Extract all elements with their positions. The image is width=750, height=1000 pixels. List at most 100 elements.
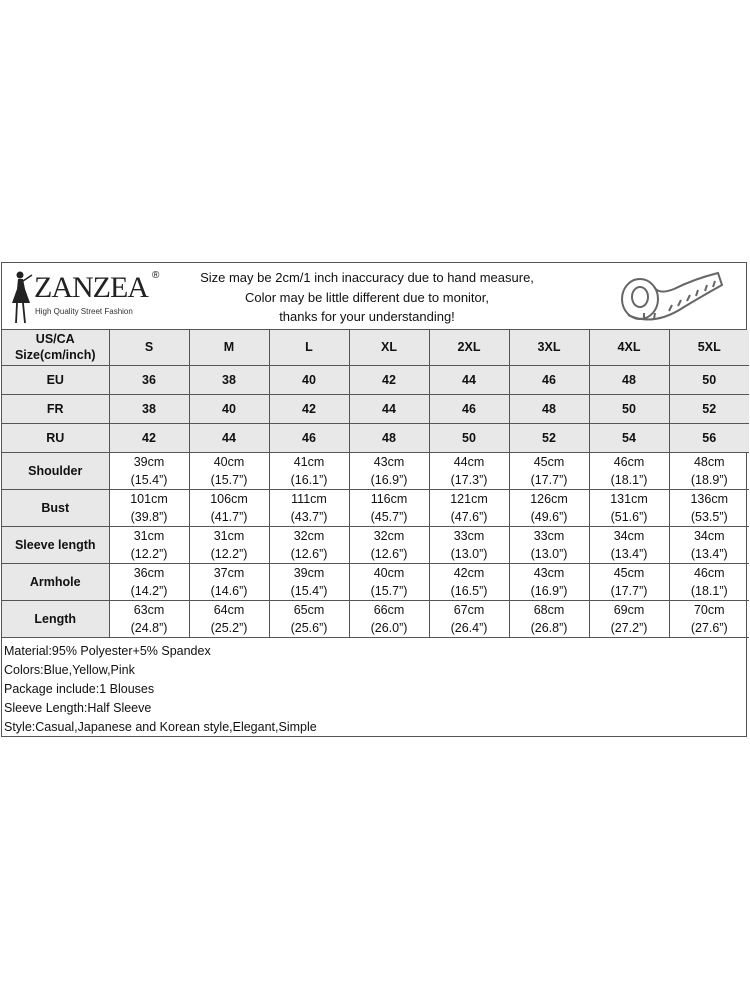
- cm-value: 31cm: [213, 528, 245, 543]
- measurement-cell: 66cm (26.0”): [348, 599, 430, 638]
- conversion-cell: 38: [108, 393, 190, 424]
- measurement-cell: 31cm (12.2”): [108, 525, 190, 564]
- cm-value: 41cm: [293, 454, 325, 469]
- row-label: FR: [2, 393, 110, 424]
- cm-value: 64cm: [213, 602, 245, 617]
- size-header: 5XL: [668, 330, 749, 366]
- cm-value: 33cm: [453, 528, 485, 543]
- cm-value: 32cm: [373, 528, 405, 543]
- cm-value: 111cm: [291, 491, 327, 506]
- inch-value: (16.5”): [450, 583, 488, 598]
- conversion-cell: 44: [188, 422, 270, 453]
- measurement-row: Bust 101cm (39.8”) 106cm (41.7”) 111cm (43.7”)…: [2, 488, 749, 527]
- conversion-cell: 40: [268, 364, 350, 395]
- measurement-cell: 43cm (16.9”): [508, 562, 590, 601]
- cm-value: 121cm: [450, 491, 488, 506]
- inch-value: (49.6”): [530, 509, 568, 524]
- cm-value: 48cm: [693, 454, 725, 469]
- conversion-cell: 40: [188, 393, 270, 424]
- inch-value: (12.2”): [210, 546, 248, 561]
- inch-value: (14.6”): [210, 583, 248, 598]
- cm-value: 39cm: [133, 454, 165, 469]
- row-label: RU: [2, 422, 110, 453]
- inch-value: (51.6”): [610, 509, 648, 524]
- measurement-cell: 33cm (13.0”): [428, 525, 510, 564]
- cm-value: 43cm: [533, 565, 565, 580]
- cm-value: 34cm: [613, 528, 645, 543]
- chart-header: ZANZEA ® High Quality Street Fashion Siz…: [2, 263, 746, 330]
- measurement-cell: 40cm (15.7”): [188, 451, 270, 490]
- size-label-line: Size(cm/inch): [14, 348, 96, 363]
- inch-value: (16.1”): [290, 472, 328, 487]
- conversion-cell: 50: [668, 364, 749, 395]
- detail-package: Package include:1 Blouses: [4, 681, 155, 696]
- measurement-cell: 67cm (26.4”): [428, 599, 510, 638]
- measurement-cell: 39cm (15.4”): [268, 562, 350, 601]
- inch-value: (18.1”): [610, 472, 648, 487]
- measurement-cell: 48cm (18.9”): [668, 451, 749, 490]
- measurement-cell: 64cm (25.2”): [188, 599, 270, 638]
- measurement-cell: 45cm (17.7”): [588, 562, 670, 601]
- cm-value: 42cm: [453, 565, 485, 580]
- inch-value: (17.7”): [530, 472, 568, 487]
- inch-value: (25.2”): [210, 620, 248, 635]
- size-header: S: [108, 330, 190, 366]
- brand-logo: ZANZEA ® High Quality Street Fashion: [6, 269, 159, 324]
- cm-value: 46cm: [613, 454, 645, 469]
- cm-value: 45cm: [613, 565, 645, 580]
- measurement-cell: 41cm (16.1”): [268, 451, 350, 490]
- inch-value: (13.4”): [610, 546, 648, 561]
- inch-value: (26.4”): [450, 620, 488, 635]
- measurement-cell: 106cm (41.7”): [188, 488, 270, 527]
- cm-value: 37cm: [213, 565, 245, 580]
- size-header: L: [268, 330, 350, 366]
- size-header: M: [188, 330, 270, 366]
- brand-name: ZANZEA: [34, 271, 149, 304]
- inch-value: (18.9”): [690, 472, 728, 487]
- conversion-cell: 46: [268, 422, 350, 453]
- size-label-cell: US/CA Size(cm/inch): [2, 330, 110, 366]
- measurement-cell: 126cm (49.6”): [508, 488, 590, 527]
- conversion-cell: 42: [268, 393, 350, 424]
- cm-value: 44cm: [453, 454, 485, 469]
- cm-value: 34cm: [693, 528, 725, 543]
- measurement-cell: 32cm (12.6”): [348, 525, 430, 564]
- conversion-cell: 46: [428, 393, 510, 424]
- measurement-cell: 121cm (47.6”): [428, 488, 510, 527]
- cm-value: 116cm: [370, 491, 408, 506]
- cm-value: 69cm: [613, 602, 645, 617]
- inch-value: (26.8”): [530, 620, 568, 635]
- measurement-cell: 116cm (45.7”): [348, 488, 430, 527]
- measurement-cell: 131cm (51.6”): [588, 488, 670, 527]
- inch-value: (17.7”): [610, 583, 648, 598]
- inch-value: (25.6”): [290, 620, 328, 635]
- cm-value: 66cm: [373, 602, 405, 617]
- woman-silhouette-icon: [12, 271, 33, 324]
- row-label: Sleeve length: [2, 525, 110, 564]
- size-table: US/CA Size(cm/inch) S M L XL 2XL 3XL 4XL 5XL EU 36 3…: [2, 330, 749, 638]
- measurement-cell: 45cm (17.7”): [508, 451, 590, 490]
- measurement-cell: 34cm (13.4”): [588, 525, 670, 564]
- measurement-cell: 33cm (13.0”): [508, 525, 590, 564]
- measurement-cell: 42cm (16.5”): [428, 562, 510, 601]
- accuracy-notice: Size may be 2cm/1 inch inaccuracy due to…: [172, 268, 562, 327]
- conversion-row: EU 36 38 40 42 44 46 48 50: [2, 364, 749, 395]
- cm-value: 136cm: [690, 491, 729, 506]
- cm-value: 36cm: [133, 565, 165, 580]
- conversion-cell: 56: [668, 422, 749, 453]
- cm-value: 45cm: [533, 454, 565, 469]
- conversion-cell: 36: [108, 364, 190, 395]
- cm-value: 40cm: [213, 454, 245, 469]
- inch-value: (45.7”): [370, 509, 408, 524]
- cm-value: 40cm: [373, 565, 405, 580]
- size-header: XL: [348, 330, 430, 366]
- measurement-cell: 46cm (18.1”): [588, 451, 670, 490]
- cm-value: 32cm: [293, 528, 325, 543]
- inch-value: (13.4”): [690, 546, 728, 561]
- conversion-cell: 52: [508, 422, 590, 453]
- conversion-cell: 48: [508, 393, 590, 424]
- measurement-cell: 69cm (27.2”): [588, 599, 670, 638]
- inch-value: (41.7”): [210, 509, 248, 524]
- cm-value: 106cm: [210, 491, 248, 506]
- cm-value: 68cm: [533, 602, 565, 617]
